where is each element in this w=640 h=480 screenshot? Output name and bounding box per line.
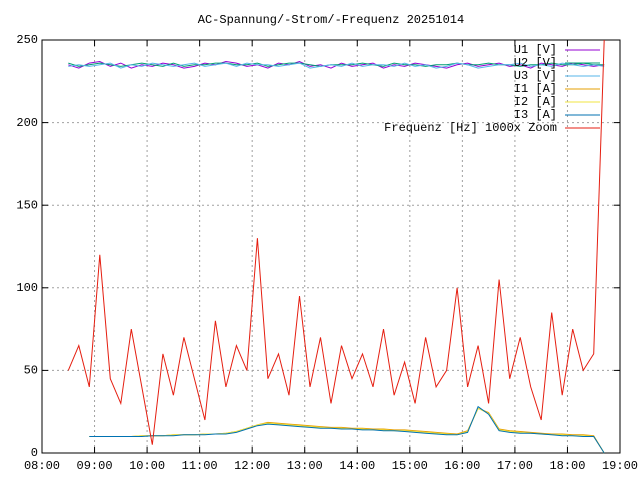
x-tick-label: 12:00	[234, 459, 270, 473]
y-tick-label: 100	[16, 281, 38, 295]
x-tick-label: 11:00	[182, 459, 218, 473]
legend-label: I1 [A]	[514, 82, 557, 96]
series-line	[68, 62, 605, 69]
x-tick-label: 08:00	[24, 459, 60, 473]
y-tick-label: 250	[16, 33, 38, 47]
x-tick-label: 10:00	[129, 459, 165, 473]
plot-frame	[41, 39, 621, 454]
legend-label: U2 [V]	[514, 56, 557, 70]
legend-label: U1 [V]	[514, 43, 557, 57]
legend-label: U3 [V]	[514, 69, 557, 83]
x-tick-label: 16:00	[444, 459, 480, 473]
x-tick-label: 13:00	[287, 459, 323, 473]
series-line	[89, 407, 605, 454]
legend-label: I2 [A]	[514, 95, 557, 109]
series-line	[89, 407, 605, 454]
y-tick-label: 150	[16, 198, 38, 212]
legend-label: Frequenz [Hz] 1000x Zoom	[384, 121, 557, 135]
chart-title: AC-Spannung/-Strom/-Frequenz 20251014	[198, 13, 464, 27]
x-tick-label: 17:00	[497, 459, 533, 473]
x-tick-label: 14:00	[339, 459, 375, 473]
y-tick-label: 50	[24, 364, 38, 378]
series-line	[68, 62, 605, 67]
series-line	[89, 405, 605, 454]
x-tick-label: 09:00	[77, 459, 113, 473]
x-tick-label: 18:00	[549, 459, 585, 473]
legend-label: I3 [A]	[514, 108, 557, 122]
x-tick-label: 19:00	[602, 459, 638, 473]
y-tick-label: 200	[16, 116, 38, 130]
y-tick-label: 0	[31, 446, 38, 460]
series-line	[67, 39, 605, 445]
x-tick-label: 15:00	[392, 459, 428, 473]
